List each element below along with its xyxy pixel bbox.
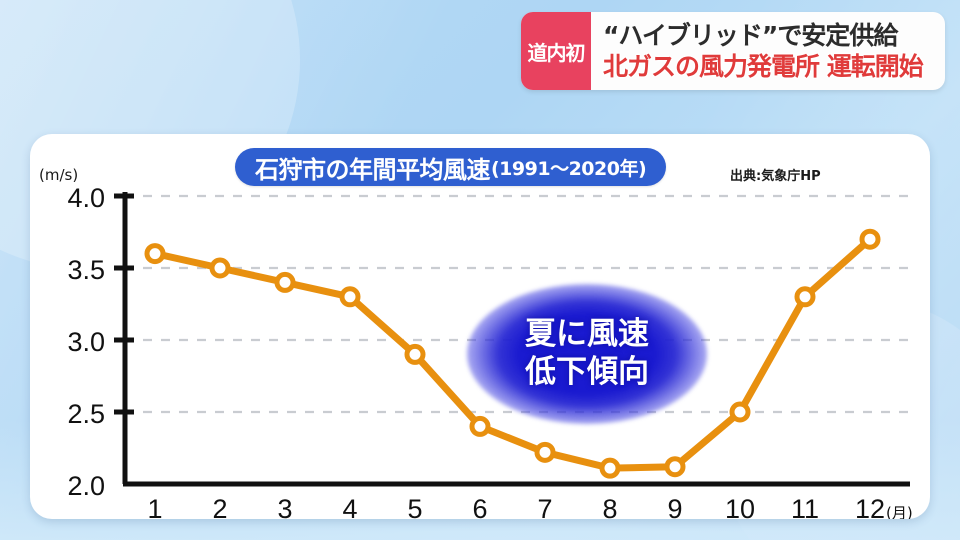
x-axis-tick-label: 1	[147, 494, 162, 519]
y-axis-tick-label: 2.5	[67, 399, 105, 429]
status-badge-label: 道内初	[527, 40, 586, 65]
chart-card: 石狩市の年間平均風速 (1991〜2020年) 出典:気象庁HP (m/s) 2…	[30, 134, 930, 519]
y-axis-tick-label: 4.0	[67, 183, 105, 213]
x-axis-unit-label: (月)	[886, 504, 913, 519]
data-point-marker	[209, 257, 231, 279]
data-point-marker	[599, 457, 621, 479]
data-point-marker	[664, 456, 686, 478]
x-axis-tick-label: 3	[277, 494, 292, 519]
data-point-marker	[859, 228, 881, 250]
chart-source-label: 出典:気象庁HP	[730, 169, 821, 184]
data-point-marker	[729, 401, 751, 423]
data-point-marker	[404, 343, 426, 365]
x-axis-tick-label: 8	[602, 494, 617, 519]
data-point-marker	[534, 441, 556, 463]
y-axis-tick-label: 3.5	[67, 255, 105, 285]
data-point-marker	[144, 243, 166, 265]
data-series-line	[151, 235, 874, 472]
chart-title: 石狩市の年間平均風速	[255, 155, 491, 184]
data-point-marker	[274, 271, 296, 293]
data-point-marker	[339, 286, 361, 308]
x-axis-tick-label: 9	[667, 494, 682, 519]
data-point-marker	[469, 415, 491, 437]
headline-line-2: 北ガスの風力発電所 運転開始	[603, 52, 924, 81]
y-axis-tick-label: 2.0	[67, 471, 105, 501]
y-axis-tick-label: 3.0	[67, 327, 105, 357]
x-axis-tick-label: 5	[407, 494, 422, 519]
headline-text-group: “ハイブリッド”で安定供給 北ガスの風力発電所 運転開始	[591, 12, 945, 90]
headline-line-1: “ハイブリッド”で安定供給	[603, 21, 898, 50]
x-axis-tick-label: 7	[537, 494, 552, 519]
chart-title-range: (1991〜2020年)	[491, 157, 647, 180]
status-badge: 道内初	[521, 12, 591, 90]
y-axis-unit-label: (m/s)	[39, 166, 79, 184]
x-axis-tick-label: 10	[725, 494, 755, 519]
x-axis-tick-label: 6	[472, 494, 487, 519]
x-axis-tick-label: 12	[855, 494, 885, 519]
x-axis-tick-label: 11	[791, 494, 819, 519]
chart-title-pill: 石狩市の年間平均風速 (1991〜2020年)	[235, 148, 667, 186]
data-point-marker	[794, 286, 816, 308]
news-headline-banner: 道内初 “ハイブリッド”で安定供給 北ガスの風力発電所 運転開始	[521, 12, 945, 90]
x-axis-tick-label: 2	[212, 494, 227, 519]
x-axis-tick-label: 4	[342, 494, 357, 519]
chart-plot: 2.02.53.03.54.01 2 3 4 5 6 7 8 9 10 11 12 (月)	[67, 183, 913, 519]
